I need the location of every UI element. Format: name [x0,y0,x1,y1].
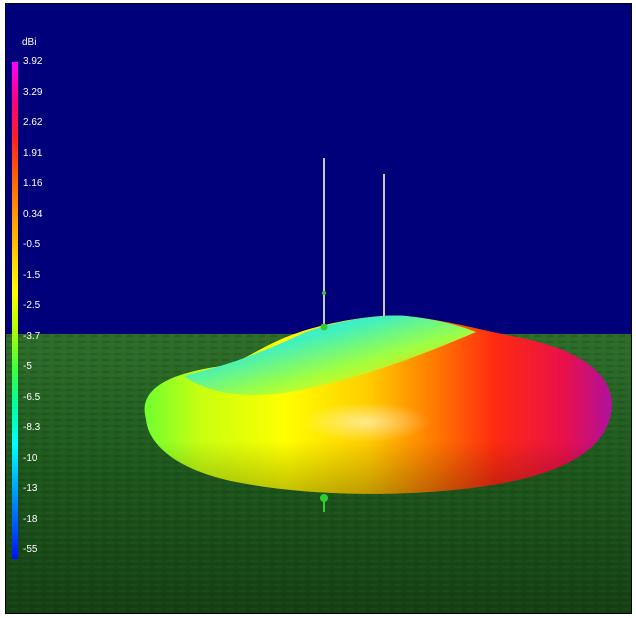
legend-tick-label: 1.16 [23,178,43,189]
legend-tick-label: -0.5 [23,239,41,250]
legend-tick-label: -8.3 [23,422,41,433]
legend-tick-label: -13 [23,483,38,494]
legend-unit-label: dBi [22,37,37,48]
legend-tick-label: 1.91 [23,147,43,159]
gain-legend: dBi 3.92 3.29 2.62 1.91 1.16 0.34 -0.5 -1.5 -2.5… [6,4,66,613]
legend-tick-label: 3.29 [23,86,43,98]
legend-tick-label: -55 [23,544,38,555]
radiation-pattern-viewport[interactable]: dBi 3.92 3.29 2.62 1.91 1.16 0.34 -0.5 -1.5 -2.5… [5,3,632,614]
legend-tick-label: -18 [23,513,38,525]
3d-scene[interactable] [6,4,632,614]
legend-tick-label: -5 [23,361,32,372]
legend-tick-label: -2.5 [23,300,41,311]
legend-tick-label: 0.34 [23,208,43,220]
legend-tick-label: 2.62 [23,117,43,128]
legend-color-bar [12,62,18,559]
legend-tick-label: -3.7 [23,330,41,342]
legend-tick-label: 3.92 [23,56,43,67]
feed-point-markers [320,291,328,512]
sky-background [6,4,631,334]
legend-tick-label: -10 [23,452,38,464]
legend-tick-label: -1.5 [23,269,41,281]
legend-tick-label: -6.5 [23,391,41,403]
radiation-lobe-3d [144,315,612,494]
